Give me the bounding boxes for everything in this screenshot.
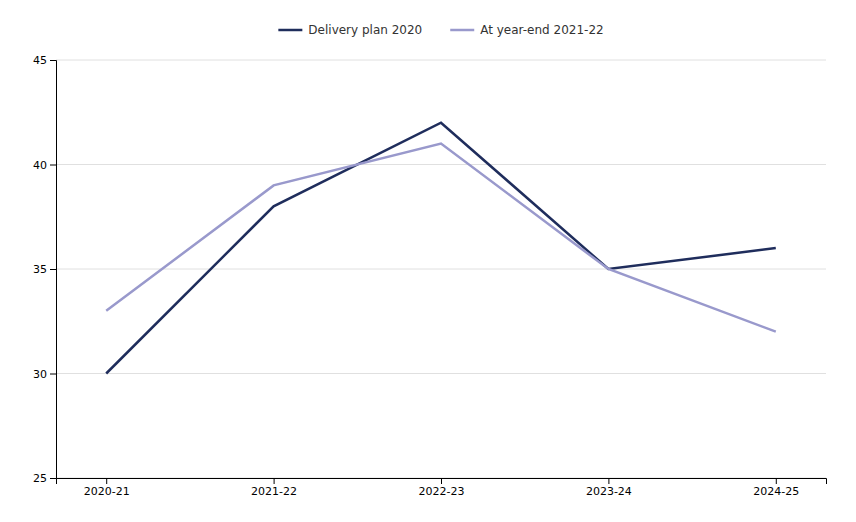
legend: Delivery plan 2020 At year-end 2021-22 — [278, 23, 603, 37]
series-group — [106, 123, 776, 374]
legend-swatch — [450, 29, 474, 32]
tick-label: 2020-21 — [84, 485, 130, 498]
tick-label: 35 — [33, 263, 47, 276]
grid-line — [56, 164, 826, 165]
legend-label: Delivery plan 2020 — [308, 23, 422, 37]
x-tick: 2023-24 — [586, 478, 632, 498]
tick-label: 2021-22 — [251, 485, 297, 498]
tick-mark — [50, 478, 56, 479]
tick-label: 40 — [33, 159, 47, 172]
tick-label: 30 — [33, 368, 47, 381]
chart: 25303540452020-212021-222022-232023-2420… — [0, 0, 856, 522]
grid-line — [56, 373, 826, 374]
tick-mark — [106, 478, 107, 484]
tick-mark — [50, 374, 56, 375]
tick-label: 25 — [33, 472, 47, 485]
y-axis: 25 30 35 40 45 — [33, 54, 57, 485]
x-tick: 2020-21 — [84, 478, 130, 498]
tick-label: 45 — [33, 54, 47, 67]
tick-mark — [608, 478, 609, 484]
y-tick: 45 — [33, 54, 56, 67]
tick-mark — [274, 478, 275, 484]
legend-label: At year-end 2021-22 — [480, 23, 603, 37]
y-tick: 25 — [33, 472, 56, 485]
tick-label: 2023-24 — [586, 485, 632, 498]
tick-label: 2022-23 — [419, 485, 465, 498]
plot-area: 25303540452020-212021-222022-232023-2420… — [33, 54, 827, 498]
y-tick: 40 — [33, 159, 56, 172]
y-tick: 30 — [33, 368, 56, 381]
tick-mark — [50, 165, 56, 166]
tick-mark — [50, 60, 56, 61]
tick-label: 2024-25 — [753, 485, 799, 498]
axis-line — [57, 479, 827, 485]
grid — [56, 60, 826, 478]
y-tick: 35 — [33, 263, 56, 276]
x-tick: 2022-23 — [419, 478, 465, 498]
legend-item: At year-end 2021-22 — [450, 23, 603, 37]
legend-swatch — [278, 29, 302, 32]
tick-mark — [50, 269, 56, 270]
series-line — [106, 123, 776, 374]
grid-line — [56, 269, 826, 270]
axis-line — [50, 61, 57, 479]
series-line — [106, 144, 776, 332]
x-tick: 2024-25 — [753, 478, 799, 498]
x-axis: 2020-21 2021-22 2022-23 2023-24 2024-25 — [57, 478, 827, 498]
legend-item: Delivery plan 2020 — [278, 23, 422, 37]
x-tick: 2021-22 — [251, 478, 297, 498]
grid-line — [56, 60, 826, 61]
tick-mark — [441, 478, 442, 484]
tick-mark — [776, 478, 777, 484]
